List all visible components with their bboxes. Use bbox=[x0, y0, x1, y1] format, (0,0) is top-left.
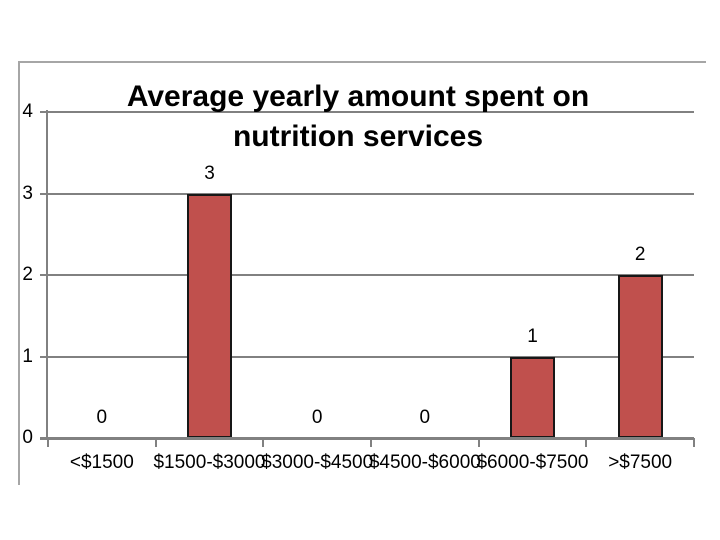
chart-title: Average yearly amount spent on nutrition… bbox=[58, 77, 658, 157]
x-axis-category-label: >$7500 bbox=[608, 452, 673, 473]
y-axis-tick-label: 4 bbox=[22, 101, 33, 122]
x-axis-tick bbox=[477, 438, 480, 447]
bar-data-label: 1 bbox=[527, 325, 538, 347]
gridline bbox=[40, 192, 694, 195]
x-axis-tick bbox=[154, 438, 157, 447]
x-axis-line bbox=[40, 437, 694, 440]
x-axis-category-label: $4500-$6000 bbox=[368, 452, 481, 473]
gridline bbox=[40, 111, 694, 113]
chart-title-line-1: Average yearly amount spent on bbox=[126, 80, 590, 113]
y-axis-tick-label: 2 bbox=[22, 264, 33, 285]
y-axis-tick-label: 1 bbox=[22, 345, 33, 367]
x-axis-category-label: $3000-$4500 bbox=[261, 452, 374, 473]
bar-data-label: 0 bbox=[96, 407, 108, 428]
x-axis-tick bbox=[693, 438, 695, 447]
bar bbox=[617, 275, 663, 438]
chart-title-line-2: nutrition services bbox=[232, 120, 484, 153]
chart-frame-top-border bbox=[18, 61, 706, 63]
y-axis-tick-label: 0 bbox=[22, 427, 33, 448]
bar bbox=[187, 193, 232, 438]
bar-data-label: 0 bbox=[311, 407, 323, 428]
y-axis-line bbox=[46, 110, 48, 439]
bar-data-label: 3 bbox=[204, 162, 215, 184]
gridline bbox=[40, 355, 694, 358]
x-axis-tick bbox=[370, 438, 372, 447]
x-axis-category-label: $6000-$7500 bbox=[476, 452, 589, 473]
x-axis-tick bbox=[47, 438, 49, 447]
x-axis-category-label: $1500-$3000 bbox=[153, 452, 266, 473]
x-axis-category-label: <$1500 bbox=[69, 452, 134, 473]
gridline bbox=[40, 274, 694, 276]
bar bbox=[510, 356, 555, 438]
bar-data-label: 0 bbox=[419, 407, 431, 428]
bar-data-label: 2 bbox=[634, 244, 646, 265]
y-axis-tick-label: 3 bbox=[22, 182, 33, 204]
x-axis-tick bbox=[585, 438, 588, 447]
chart-frame-left-border bbox=[18, 61, 20, 485]
x-axis-tick bbox=[262, 438, 265, 447]
